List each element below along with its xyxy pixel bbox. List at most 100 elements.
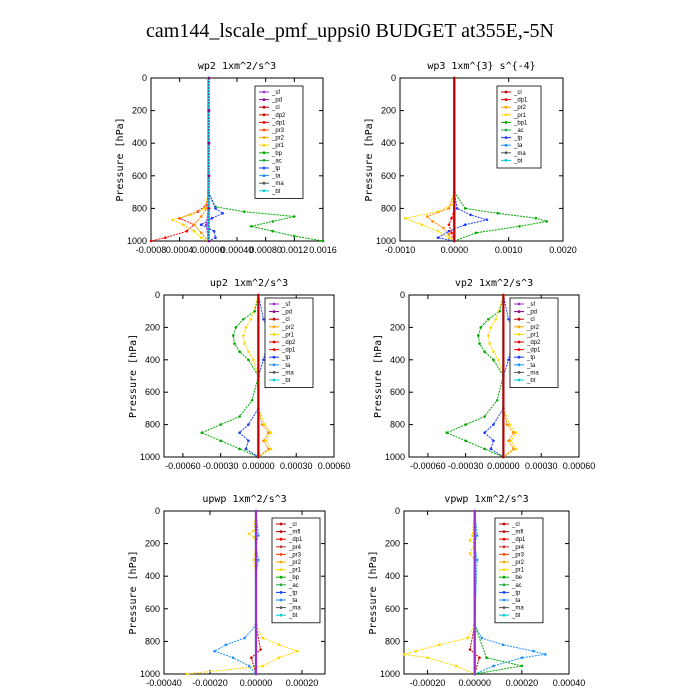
data-point [219, 439, 222, 443]
legend-entry: _tp [281, 355, 291, 361]
data-point [252, 535, 255, 539]
data-point [485, 656, 488, 659]
y-tick-label: 0 [395, 506, 400, 516]
data-point [182, 223, 185, 226]
data-point [244, 326, 248, 329]
y-axis-label: Pressure [hPa] [373, 334, 384, 418]
legend-entry: _sf [271, 90, 280, 96]
legend-marker [517, 310, 521, 313]
data-point [277, 656, 281, 659]
data-point [492, 350, 495, 354]
x-tick-label: 0.0016 [309, 245, 337, 255]
legend-marker [262, 189, 266, 193]
chart-panel-3: up2 1xm^2/s^3 0 200 400 600 800 1000 -0.00060 -0… [128, 278, 350, 471]
data-point [264, 439, 268, 443]
legend-entry: _tp [288, 590, 298, 596]
legend-marker [502, 598, 506, 602]
legend-marker [517, 333, 521, 336]
data-point [420, 223, 424, 226]
legend-marker [279, 560, 283, 564]
x-tick-label: -0.00030 [203, 461, 239, 471]
data-point [207, 109, 211, 112]
data-point [262, 358, 265, 362]
legend-marker [517, 371, 521, 374]
legend-marker [279, 583, 283, 587]
data-point [257, 534, 260, 537]
chart-panel-4: vp2 1xm^2/s^3 0 200 400 600 800 1000 -0.00060 -0… [373, 278, 595, 471]
page-title: cam144_lscale_pmf_uppsi0 BUDGET at355E,-… [146, 20, 554, 42]
data-point [247, 532, 251, 536]
data-point [212, 229, 216, 233]
legend-marker [279, 568, 283, 571]
legend: _cl _mfl_dp1 _pr4_pr3 _pr2 _pr1_bp _ac_tp _ta _… [271, 517, 321, 624]
y-tick-label: 0 [155, 506, 160, 516]
legend-marker [279, 606, 283, 609]
y-tick-label: 600 [145, 387, 160, 397]
series-line [436, 78, 489, 242]
legend-entry: _ta [511, 598, 521, 604]
chart-title: vp2 1xm^2/s^3 [455, 278, 533, 289]
data-point [425, 215, 429, 218]
data-point [247, 439, 250, 443]
data-point [512, 447, 515, 451]
legend-entry: _pr2 [526, 325, 540, 331]
data-point [321, 239, 325, 243]
data-point [271, 229, 275, 233]
x-tick-label: 0.00040 [221, 245, 254, 255]
series-line [200, 78, 224, 242]
data-point [483, 350, 486, 354]
series-line [403, 510, 476, 675]
data-point [464, 439, 468, 443]
legend-entry: _pr2 [281, 325, 295, 331]
x-tick-label: -0.00060 [410, 461, 446, 471]
legend-marker [517, 302, 521, 306]
y-tick-label: 200 [385, 539, 400, 549]
legend-entry: _tp [511, 590, 521, 596]
legend: _sf _pd_cl _pr2_pr1 _dp2 _dp1_tp _ta_ma _bt [509, 297, 559, 388]
legend-entry: _pr1 [513, 113, 527, 119]
legend-entry: _tp [513, 136, 523, 142]
data-point [473, 509, 477, 513]
legend-entry: _mfl [511, 530, 523, 536]
y-tick-label: 1000 [376, 236, 396, 246]
data-point [250, 225, 253, 228]
data-point [534, 216, 538, 220]
data-point [483, 447, 486, 451]
data-point [262, 318, 265, 321]
data-point [445, 431, 449, 435]
data-point [221, 212, 224, 215]
data-point [492, 439, 495, 443]
legend-marker [504, 151, 508, 155]
legend-marker [262, 121, 266, 124]
legend-marker [279, 522, 283, 526]
data-point [450, 203, 453, 207]
data-point [479, 326, 483, 329]
y-tick-label: 800 [385, 636, 400, 646]
data-point [492, 423, 495, 426]
x-tick-label: 0.00000 [242, 461, 275, 471]
data-point [442, 226, 445, 230]
data-point [164, 236, 167, 239]
data-point [474, 231, 478, 235]
x-tick-label: 0.00020 [506, 678, 539, 688]
legend-entry: _cl [526, 317, 535, 323]
data-point [438, 643, 441, 646]
legend-marker [504, 136, 508, 140]
data-point [213, 649, 216, 653]
data-point [250, 656, 253, 659]
data-point [468, 648, 472, 651]
legend-marker [504, 128, 508, 132]
legend-marker [502, 537, 506, 541]
legend-entry: _pr4 [511, 545, 525, 551]
data-point [200, 431, 204, 435]
legend-marker [262, 151, 266, 155]
legend-marker [502, 575, 506, 579]
y-tick-label: 800 [390, 420, 405, 430]
legend-marker [504, 159, 508, 162]
data-point [487, 334, 490, 337]
data-point [204, 223, 208, 226]
legend-entry: _ta [281, 363, 291, 369]
legend-marker [262, 143, 266, 147]
legend-marker [272, 378, 276, 382]
